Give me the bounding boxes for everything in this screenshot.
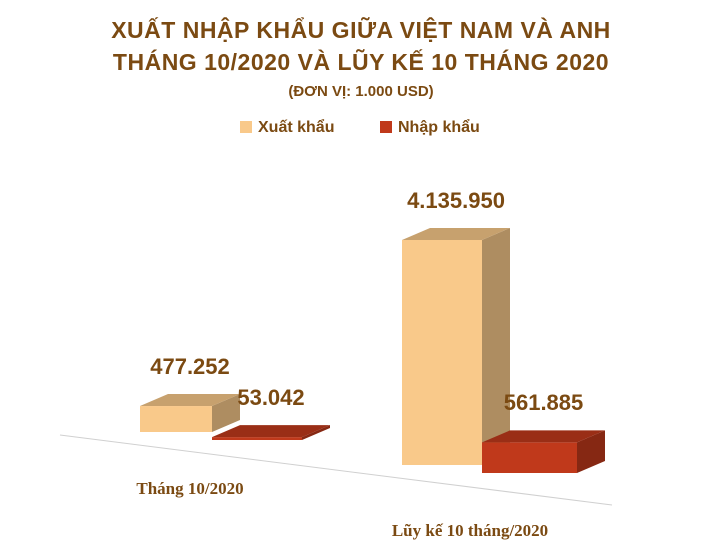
bar: [482, 442, 577, 473]
x-tick-label: Tháng 10/2020: [136, 479, 243, 498]
value-label: 477.252: [150, 354, 230, 379]
chart-subtitle: (ĐƠN VỊ: 1.000 USD): [288, 83, 433, 100]
floor-line: [59, 434, 613, 506]
legend-label: Xuất khẩu: [258, 118, 334, 136]
legend-label: Nhập khẩu: [398, 118, 480, 136]
chart-title: XUẤT NHẬP KHẨU GIỮA VIỆT NAM VÀ ANH: [111, 16, 611, 43]
bar-top: [212, 425, 330, 438]
bar-side: [577, 430, 605, 473]
bar-top: [140, 394, 240, 407]
legend-swatch: [240, 121, 252, 133]
chart-title: THÁNG 10/2020 VÀ LŨY KẾ 10 THÁNG 2020: [113, 48, 609, 75]
bar: [402, 240, 482, 465]
bar-side: [302, 425, 330, 440]
bar-side: [212, 394, 240, 432]
bar: [212, 437, 302, 440]
value-label: 53.042: [237, 385, 304, 410]
bar-top: [402, 228, 510, 240]
bar-side: [482, 228, 510, 465]
bar: [140, 406, 212, 432]
x-tick-label: Lũy kế 10 tháng/2020: [392, 521, 548, 540]
value-label: 561.885: [504, 390, 584, 415]
legend-swatch: [380, 121, 392, 133]
value-label: 4.135.950: [407, 188, 505, 213]
bar-top: [482, 430, 605, 443]
